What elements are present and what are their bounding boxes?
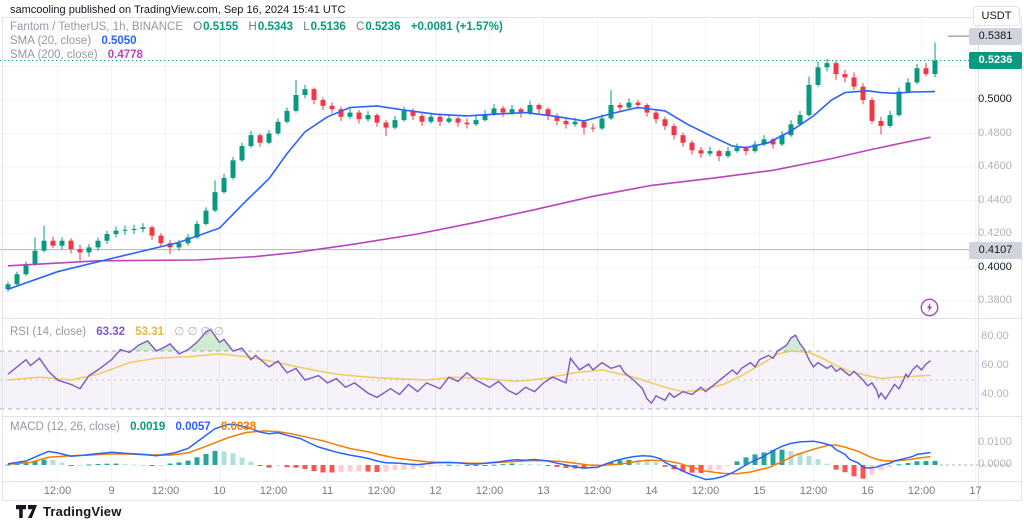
currency-button[interactable]: USDT [973,6,1020,26]
time-tick-label: 10 [213,485,226,497]
time-tick-label: 12:00 [907,485,936,497]
time-tick-label: 17 [969,485,982,497]
footer-bar: TradingView [16,504,122,519]
time-tick-label: 15 [753,485,766,497]
macd-label: MACD (12, 26, close) [10,421,120,433]
sma200-line [7,136,931,267]
time-tick-label: 12:00 [583,485,612,497]
sma200-label: SMA (200, close) [10,49,98,61]
axis-tick-label: 60.00 [981,358,1009,371]
time-tick-label: 11 [321,485,334,497]
time-tick-label: 12:00 [799,485,828,497]
open-value: 0.5155 [203,21,239,33]
time-tick-label: 12:00 [43,485,72,497]
gridlines [0,17,978,481]
axis-tick-label: 0.5000 [978,93,1012,105]
rsi-empty-values: ∅ ∅ ∅ ∅ [174,326,224,338]
close-value: 0.5236 [365,21,401,33]
axis-tick-label: 0.0000 [978,458,1012,470]
time-tick-label: 12:00 [367,485,396,497]
macd-line-value: 0.0057 [175,421,211,433]
time-tick-label: 12:00 [259,485,288,497]
attribution-text: samcooling published on TradingView.com,… [10,4,346,16]
tradingview-brand-text: TradingView [43,504,122,519]
rsi-ma-value: 53.31 [135,326,165,338]
tradingview-logo-icon [16,505,37,518]
time-tick-label: 12 [429,485,442,497]
axis-tick-label: 0.3800 [978,294,1012,306]
sma20-legend[interactable]: SMA (20, close) 0.5050 [10,35,137,47]
rsi-legend[interactable]: RSI (14, close) 63.32 53.31 ∅ ∅ ∅ ∅ [10,324,224,338]
axis-tick-label: 0.0100 [978,436,1012,448]
symbol-title: Fantom / TetherUS, 1h, BINANCE [10,21,183,33]
lightning-icon [920,298,939,317]
time-tick-label: 12:00 [475,485,504,497]
lightning-button[interactable] [920,298,939,317]
low-value: 0.5136 [310,21,346,33]
axis-tick-label: 40.00 [981,387,1009,400]
time-tick-label: 12:00 [691,485,720,497]
chart-frame-border [2,17,1022,501]
sma200-legend[interactable]: SMA (200, close) 0.4778 [10,49,143,61]
macd-signal-line [7,430,931,475]
change-value: +0.0081 (+1.57%) [410,21,503,33]
level-price-badge: 0.4107 [969,242,1022,259]
rsi-pane[interactable] [0,328,978,410]
rsi-ma-line [7,350,931,393]
high-value: 0.5343 [257,21,294,33]
rsi-value: 63.32 [96,326,126,338]
sma20-value: 0.5050 [101,35,137,47]
price-pane[interactable] [0,35,978,292]
sma20-label: SMA (20, close) [10,35,92,47]
macd-line [7,423,931,481]
high-price-badge: 0.5381 [969,28,1022,45]
axis-tick-label: 0.4800 [978,126,1012,139]
macd-pane[interactable] [5,423,938,481]
rsi-line [7,328,931,405]
time-tick-label: 9 [108,485,115,497]
open-label: O [193,21,203,33]
axis-tick-label: 0.4600 [978,160,1012,172]
time-tick-label: 16 [861,485,874,497]
candles-series [5,42,938,292]
close-label: C [356,21,365,33]
time-tick-label: 13 [537,485,550,497]
axis-tick-label: 80.00 [981,329,1009,342]
axis-tick-label: 0.4400 [978,193,1012,206]
axis-tick-label: 0.4000 [978,260,1012,273]
macd-hist-value: 0.0019 [130,421,166,433]
low-label: L [303,21,310,33]
high-label: H [248,21,257,33]
symbol-legend[interactable]: Fantom / TetherUS, 1h, BINANCE O0.5155 H… [10,21,503,33]
sma20-line [7,89,936,291]
rsi-label: RSI (14, close) [10,326,87,338]
sma200-value: 0.4778 [107,49,143,61]
axis-tick-label: 0.4200 [978,227,1012,239]
time-tick-label: 12:00 [151,485,180,497]
last-price-badge: 0.5236 [969,52,1022,69]
macd-legend[interactable]: MACD (12, 26, close) 0.0019 0.0057 0.003… [10,421,256,433]
time-tick-label: 14 [645,485,658,497]
macd-signal-value: 0.0038 [220,421,257,433]
